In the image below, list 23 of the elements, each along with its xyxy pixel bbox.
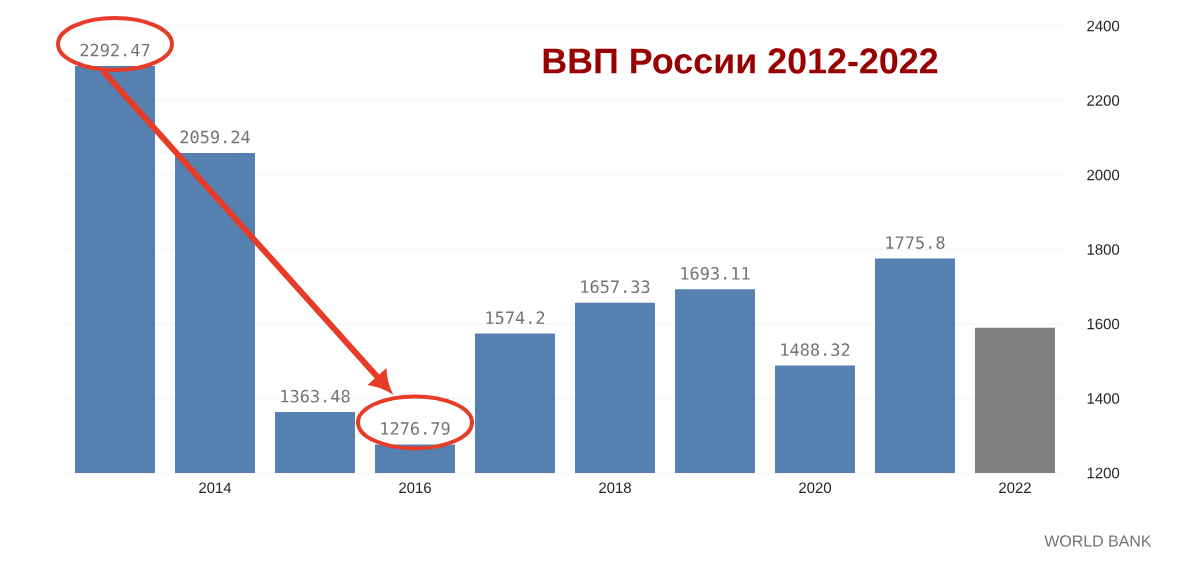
data-label: 1657.33 [581,280,650,294]
y-tick-label: 1800 [1087,244,1120,255]
data-label: 1775.8 [886,236,945,249]
data-label: 1488.32 [781,343,850,357]
data-label: 1363.48 [281,389,350,403]
x-tick-label: 2020 [799,482,832,494]
y-tick-label: 1400 [1087,393,1120,404]
data-label: 1276.79 [381,422,450,435]
data-label: 2059.24 [180,130,250,144]
data-label: 2292.47 [80,43,150,57]
data-label: 1693.11 [681,266,750,280]
x-tick-label: 2014 [199,482,232,494]
x-tick-label: 2016 [399,482,431,494]
text: WORLD BANK [1044,535,1152,547]
y-tick-label: 1200 [1087,467,1120,479]
y-tick-label: 2200 [1087,95,1120,106]
data-label: 1574.2 [486,311,545,325]
y-tick-label: 2000 [1087,169,1120,181]
y-tick-label: 2400 [1087,20,1120,32]
chart-title: ВВП России 2012-2022 [543,48,938,74]
x-tick-label: 2018 [599,482,631,494]
x-tick-label: 2022 [999,482,1031,494]
y-tick-label: 1600 [1087,318,1120,330]
